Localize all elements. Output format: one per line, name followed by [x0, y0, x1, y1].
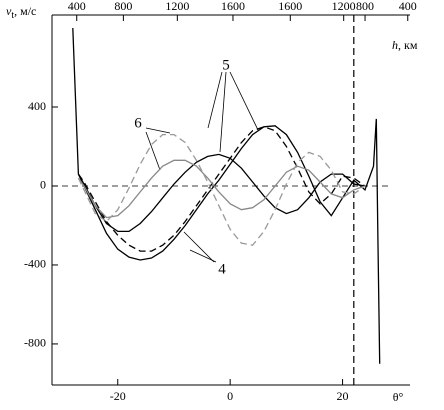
annotation: 6 — [134, 115, 142, 131]
x-tick-label: -20 — [110, 389, 126, 403]
series-line — [77, 133, 366, 246]
y-label-unit: , м/с — [14, 4, 36, 18]
y-tick-label: 400 — [28, 99, 46, 113]
top-label-unit: , км — [398, 38, 418, 52]
x-tick-label: 0 — [227, 389, 233, 403]
top-label-var: h — [392, 38, 398, 52]
series-line — [77, 153, 366, 233]
top-tick-label: 800 — [114, 0, 132, 13]
y-tick-label: 0 — [40, 178, 46, 192]
y-tick-label: -800 — [24, 336, 46, 350]
x-tick-label: 20 — [337, 389, 349, 403]
top-tick-label: 400 — [399, 0, 417, 13]
y-tick-label: -400 — [24, 257, 46, 271]
x-label: θ° — [393, 390, 404, 404]
top-tick-label: 1600 — [278, 0, 302, 13]
series-line — [77, 126, 366, 252]
top-label: h, км — [392, 38, 418, 52]
top-tick-label: 1200 — [332, 0, 356, 13]
top-tick-label: 1200 — [165, 0, 189, 13]
series-line — [72, 27, 381, 364]
annotation: 4 — [218, 261, 226, 277]
y-label: vt, м/с — [6, 4, 36, 22]
y-label-var: v — [6, 4, 12, 18]
top-tick-label: 1600 — [221, 0, 245, 13]
top-tick-label: 800 — [356, 0, 374, 13]
series-line — [77, 159, 366, 219]
top-tick-label: 400 — [68, 0, 86, 13]
y-label-sub: t — [11, 10, 14, 21]
arrows — [145, 71, 259, 263]
annotation: 5 — [222, 57, 230, 73]
